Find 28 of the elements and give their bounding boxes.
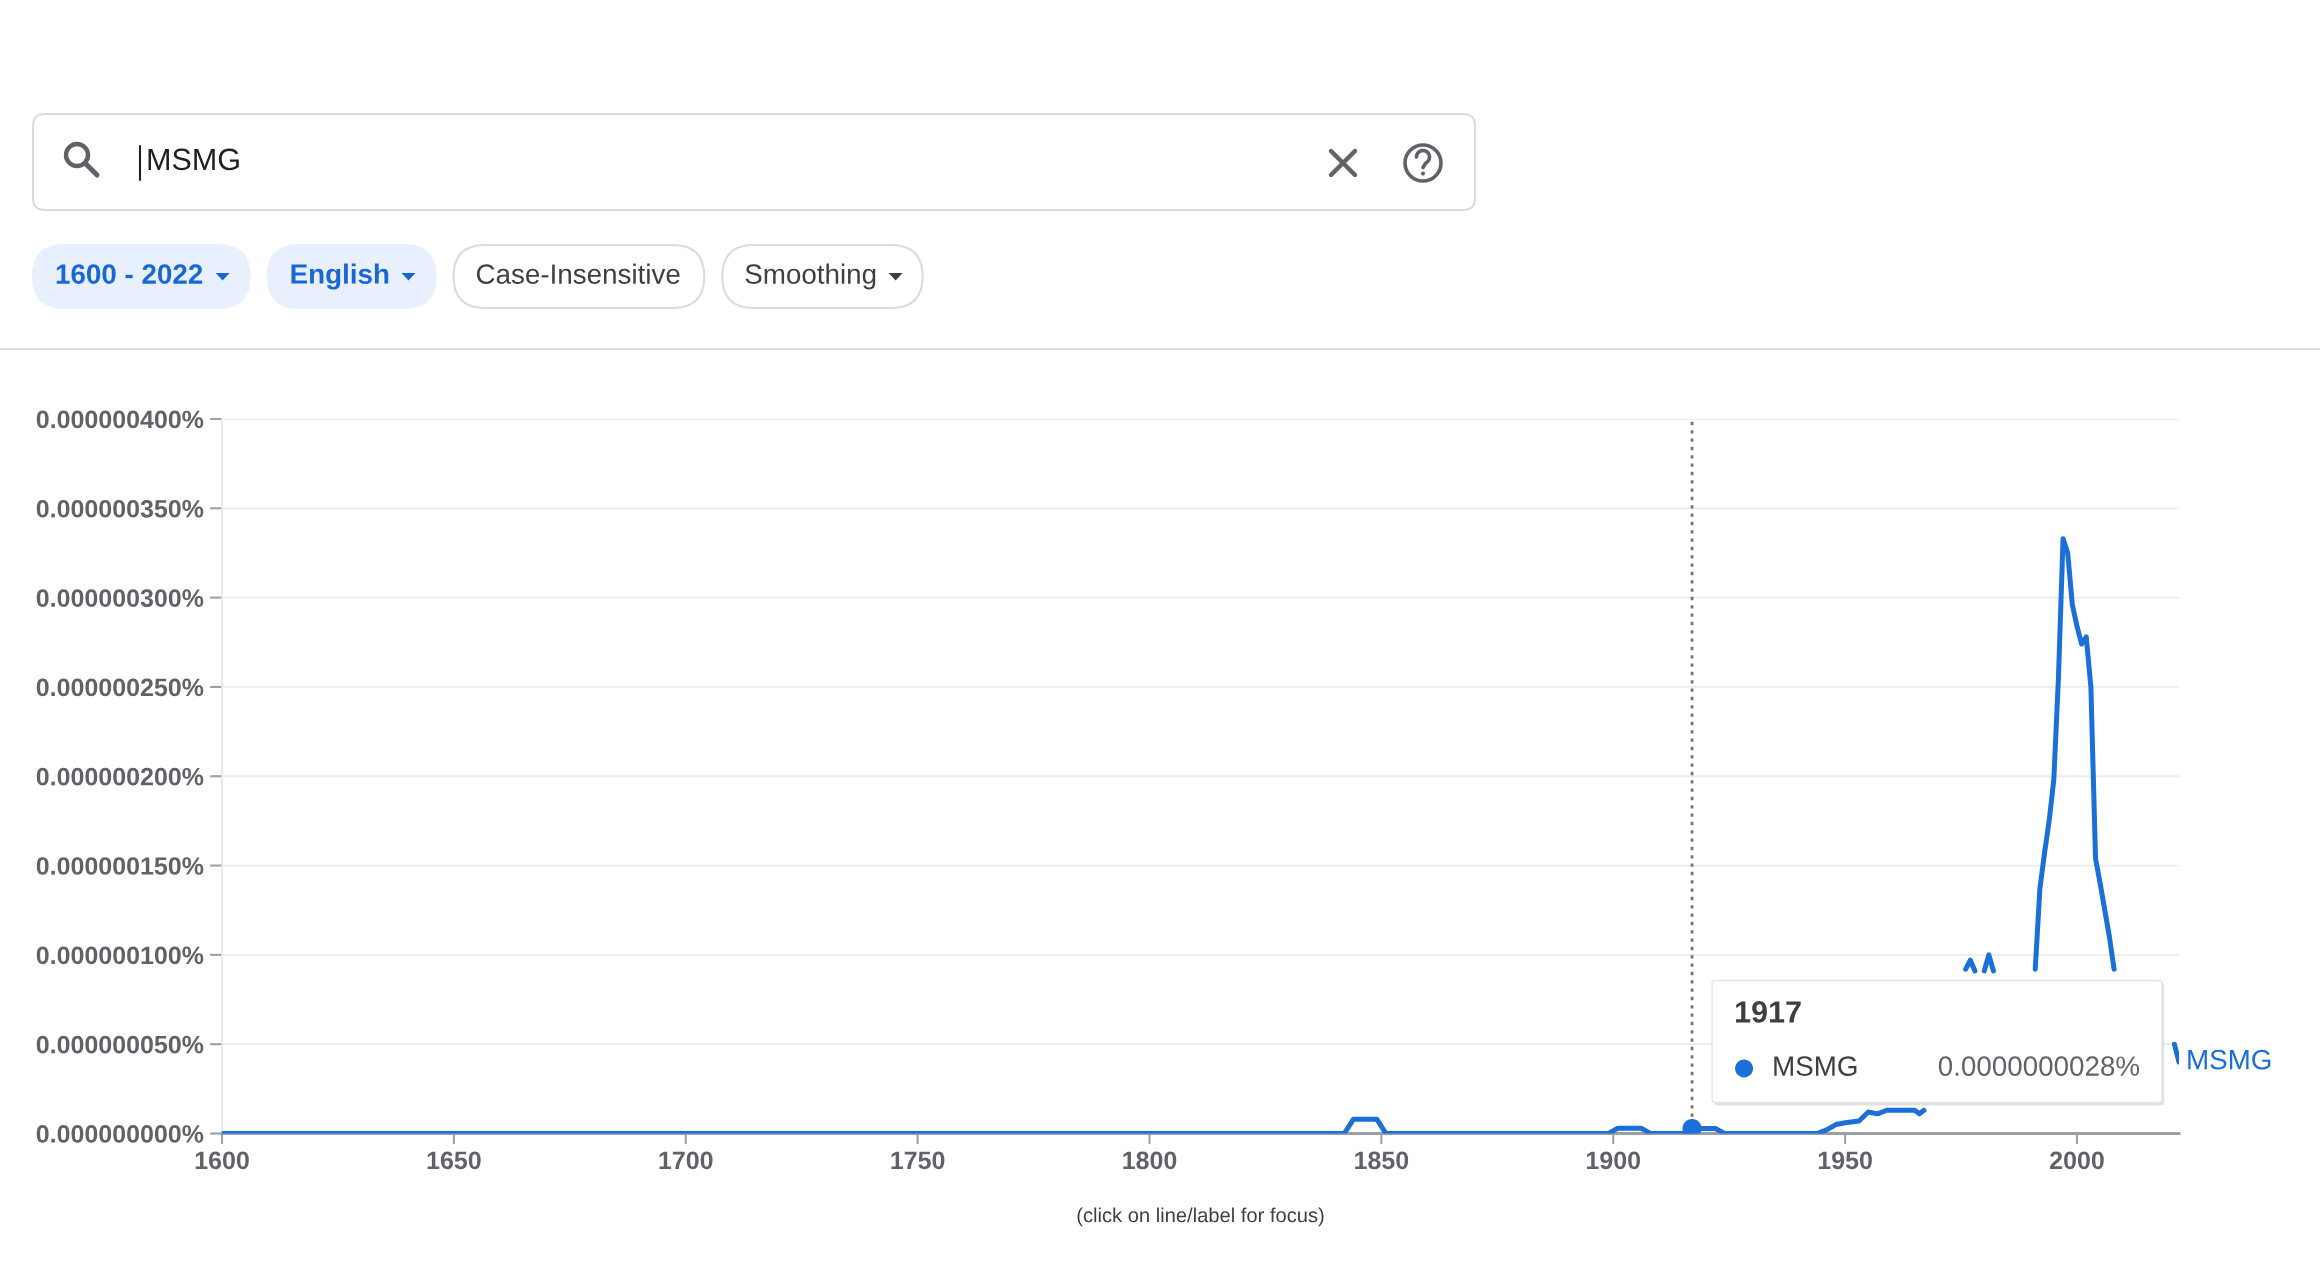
x-tick-label: 1600	[195, 1151, 249, 1170]
annotation: 1917	[1735, 1001, 1801, 1023]
text: Case-Insensitive	[476, 263, 680, 284]
y-tick-label: 0.000000350%	[36, 499, 204, 518]
annotation: MSMG	[1774, 1056, 1857, 1076]
x-axis-title: (click on line/label for focus)	[1077, 1207, 1324, 1227]
x-tick-label: 1650	[427, 1151, 481, 1170]
text: English	[291, 263, 389, 290]
x-tick-label: 1800	[1123, 1151, 1177, 1170]
y-tick-label: 0.000000400%	[36, 410, 204, 429]
text: Smoothing	[745, 263, 876, 290]
x-tick-label: 2000	[2050, 1151, 2104, 1170]
annotation: 0.0000000028%	[1938, 1056, 2140, 1076]
y-tick-label: 0.000000150%	[36, 857, 204, 875]
y-tick-label: 0.000000200%	[36, 767, 204, 786]
y-tick-label: 0.000000300%	[36, 589, 204, 607]
text: 1600 - 2022	[56, 264, 203, 284]
y-tick-label: 0.000000000%	[36, 1125, 204, 1143]
x-tick-label: 1700	[659, 1151, 713, 1170]
y-tick-label: 0.000000100%	[36, 946, 204, 965]
y-tick-label: 0.000000050%	[36, 1035, 204, 1054]
x-tick-label: 1950	[1818, 1151, 1872, 1170]
x-tick-label: 1850	[1355, 1151, 1409, 1170]
chart-title: MSMG	[148, 148, 239, 171]
x-tick-label: 1750	[891, 1151, 945, 1170]
series-label: MSMG	[2188, 1049, 2271, 1070]
x-tick-label: 1900	[1587, 1151, 1641, 1170]
y-tick-label: 0.000000250%	[36, 678, 204, 697]
